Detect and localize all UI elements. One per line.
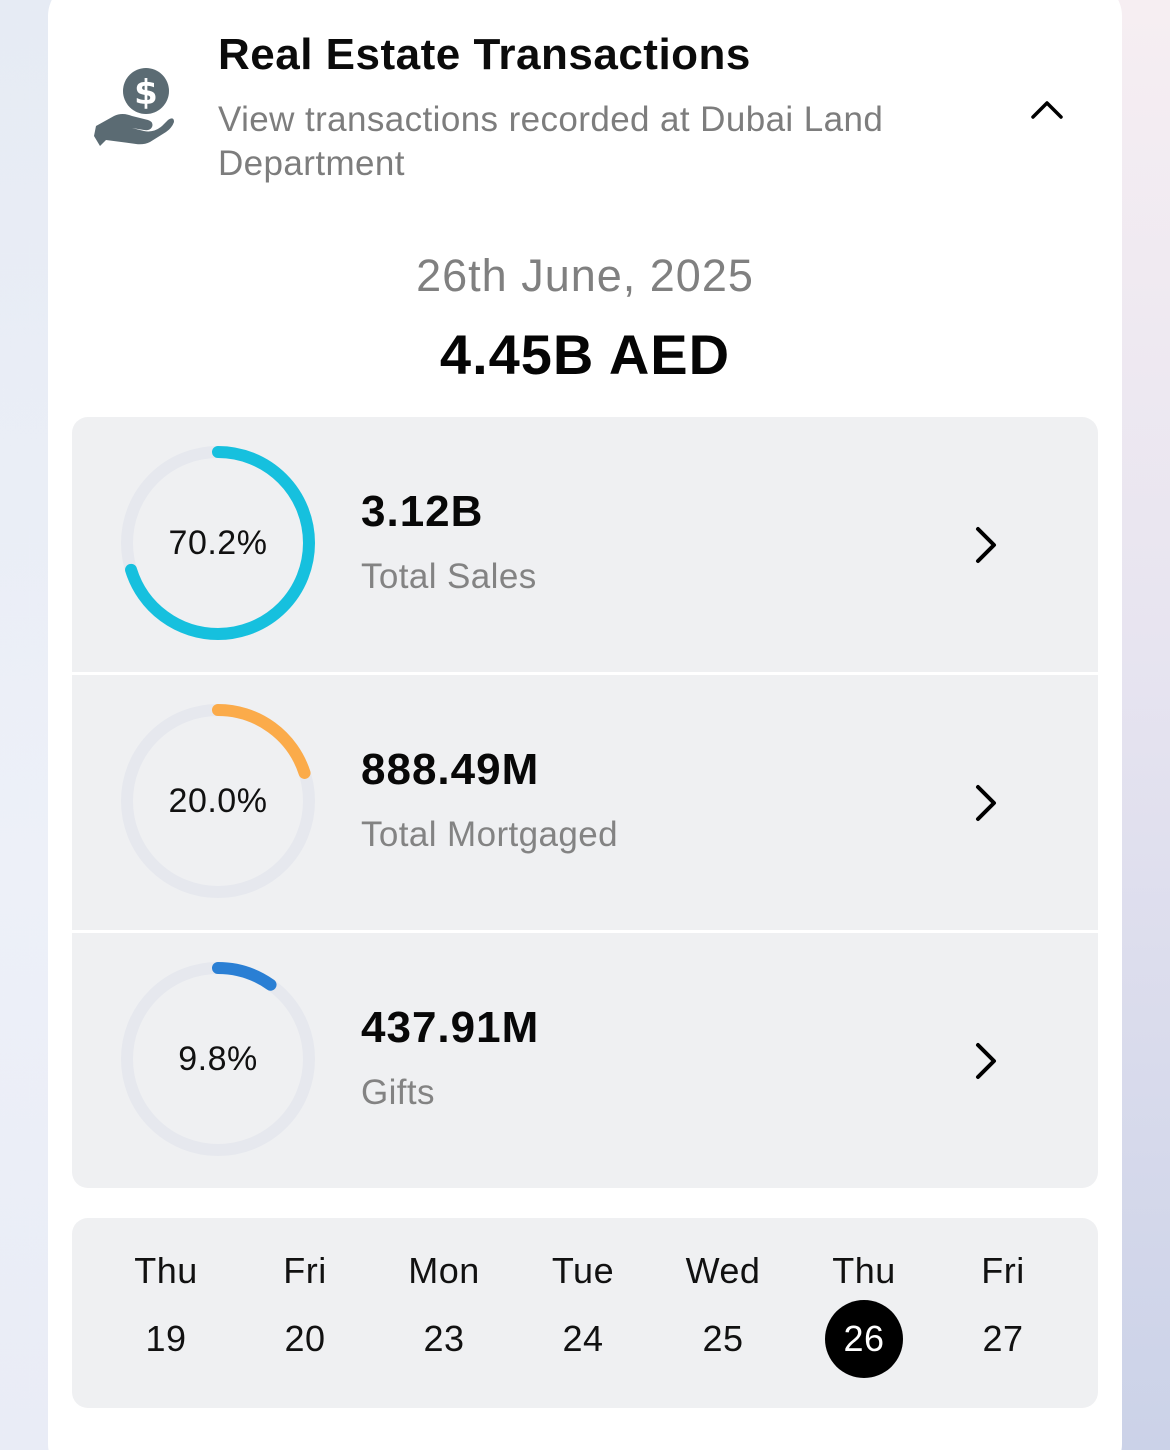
day-item[interactable]: Fri 27: [933, 1218, 1073, 1408]
day-name: Wed: [685, 1250, 761, 1291]
percent-label: 20.0%: [168, 781, 268, 820]
day-number: 23: [423, 1318, 465, 1359]
chevron-right-icon: [976, 785, 996, 821]
page-title: Real Estate Transactions: [218, 30, 751, 79]
percent-label: 70.2%: [168, 523, 268, 562]
chevron-right-icon: [976, 1043, 996, 1079]
collapse-button[interactable]: [1022, 84, 1072, 134]
total-amount: 4.45B AED: [439, 323, 731, 386]
day-item[interactable]: Fri 20: [235, 1218, 375, 1408]
day-number: 20: [284, 1318, 326, 1359]
stat-value: 3.12B: [361, 487, 484, 536]
divider: [72, 930, 1098, 933]
stat-row-total-mortgaged[interactable]: 20.0% 888.49M Total Mortgaged: [72, 675, 1098, 929]
day-item[interactable]: Mon 23: [374, 1218, 514, 1408]
ring-arc: [121, 962, 315, 1156]
day-number: 19: [145, 1318, 187, 1359]
day-name: Thu: [832, 1250, 896, 1291]
day-item[interactable]: Wed 25: [653, 1218, 793, 1408]
stats-list: 70.2% 3.12B Total Sales 20.0% 888.49M To…: [72, 417, 1098, 1188]
day-name: Tue: [551, 1250, 615, 1291]
day-item[interactable]: Tue 24: [513, 1218, 653, 1408]
divider: [72, 672, 1098, 675]
percent-ring: [121, 704, 315, 898]
stat-label: Total Sales: [361, 557, 537, 596]
day-number: 27: [982, 1318, 1024, 1359]
ring-arc: [121, 704, 315, 898]
selected-date: 26th June, 2025: [416, 250, 754, 301]
day-name: Fri: [283, 1250, 327, 1291]
stat-row-total-sales[interactable]: 70.2% 3.12B Total Sales: [72, 417, 1098, 671]
ring-arc: [121, 446, 315, 640]
stat-value: 437.91M: [361, 1003, 540, 1052]
chevron-right-icon: [976, 527, 996, 563]
stat-row-gifts[interactable]: 9.8% 437.91M Gifts: [72, 933, 1098, 1187]
stat-label: Total Mortgaged: [361, 815, 618, 854]
stat-label: Gifts: [361, 1073, 435, 1112]
day-name: Fri: [981, 1250, 1025, 1291]
hand-dollar-icon: $: [92, 64, 174, 148]
day-number: 24: [562, 1318, 604, 1359]
day-number: 25: [702, 1318, 744, 1359]
day-name: Thu: [134, 1250, 198, 1291]
day-number: 26: [825, 1300, 903, 1378]
svg-text:$: $: [134, 73, 158, 113]
date-selector: Thu 19 Fri 20 Mon 23 Tue 24 Wed 25 Thu 2…: [72, 1218, 1098, 1408]
percent-ring: [121, 962, 315, 1156]
percent-ring: [121, 446, 315, 640]
page-subtitle: View transactions recorded at Dubai Land…: [218, 100, 884, 183]
chevron-up-icon: [1031, 101, 1063, 119]
day-name: Mon: [408, 1250, 480, 1291]
day-item[interactable]: Thu 19: [96, 1218, 236, 1408]
percent-label: 9.8%: [178, 1039, 258, 1078]
day-item[interactable]: Thu 26: [794, 1218, 934, 1408]
stat-value: 888.49M: [361, 745, 540, 794]
